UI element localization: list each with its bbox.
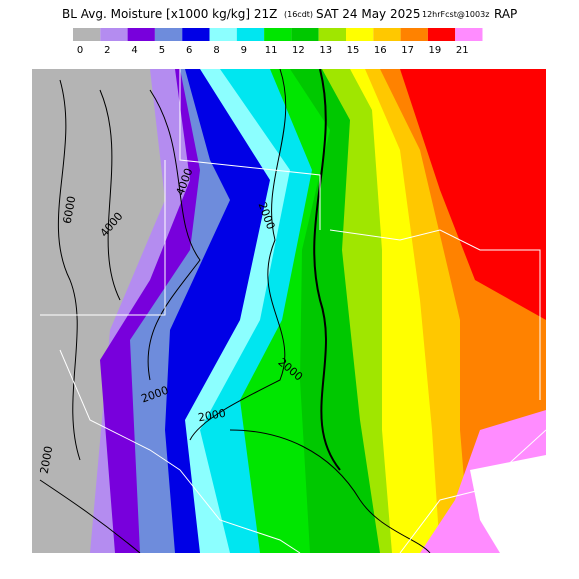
colorbar-swatch [346, 28, 374, 41]
contour-line [147, 89, 201, 381]
colorbar-swatch [264, 28, 292, 41]
contour-label: 6000 [61, 195, 79, 225]
title-part: 12hrFcst@1003z [422, 10, 489, 19]
colorbar-label: 21 [456, 45, 469, 56]
colorbar-swatch [182, 28, 210, 41]
border-line [40, 160, 166, 316]
contour-line [313, 69, 341, 471]
map [32, 69, 546, 553]
colorbar-swatch [455, 28, 483, 41]
border-line [179, 69, 321, 230]
moisture-area [400, 69, 546, 320]
contour-line [39, 479, 141, 553]
title-part: (16cdt) [284, 10, 313, 19]
colorbar-label: 12 [292, 45, 305, 56]
colorbar-label: 2 [104, 45, 110, 56]
contour-line [57, 79, 81, 461]
colorbar-swatch [73, 28, 101, 41]
colorbar-label: 4 [131, 45, 137, 56]
colorbar: 0 2 4 5 6 8 9 11 12 13 15 16 17 19 21 [73, 28, 483, 56]
colorbar-swatch [236, 28, 265, 41]
colorbar-swatch [427, 28, 456, 41]
title: BL Avg. Moisture [x1000 kg/kg] 21Z (16cdt… [62, 7, 517, 21]
colorbar-swatch [318, 28, 346, 41]
colorbar-swatch [209, 28, 237, 41]
colorbar-label: 15 [347, 45, 360, 56]
no-data-area [470, 455, 546, 553]
colorbar-swatch [291, 28, 319, 41]
colorbar-swatch [154, 28, 183, 41]
state-borders [40, 69, 546, 553]
contour-line [99, 89, 121, 301]
colorbar-label: 17 [401, 45, 414, 56]
colorbar-label: 9 [241, 45, 247, 56]
border-line [399, 429, 546, 553]
title-part: SAT 24 May 2025 [316, 7, 421, 21]
colorbar-swatch [373, 28, 401, 41]
colorbar-label: 19 [429, 45, 442, 56]
title-part: RAP [494, 7, 517, 21]
colorbar-label: 16 [374, 45, 387, 56]
colorbar-label: 0 [77, 45, 83, 56]
colorbar-label: 13 [319, 45, 332, 56]
colorbar-label: 8 [213, 45, 219, 56]
border-line [59, 349, 301, 553]
border-line [329, 229, 541, 400]
contour-line [189, 69, 287, 441]
colorbar-label: 6 [186, 45, 192, 56]
colorbar-label: 5 [159, 45, 165, 56]
colorbar-swatch [100, 28, 128, 41]
colorbar-swatch [400, 28, 428, 41]
colorbar-swatch [127, 28, 155, 41]
contour-label: 2000 [38, 445, 56, 475]
colorbar-label: 11 [265, 45, 278, 56]
title-part: BL Avg. Moisture [x1000 kg/kg] 21Z [62, 7, 277, 21]
contour-label: 2000 [197, 407, 227, 425]
